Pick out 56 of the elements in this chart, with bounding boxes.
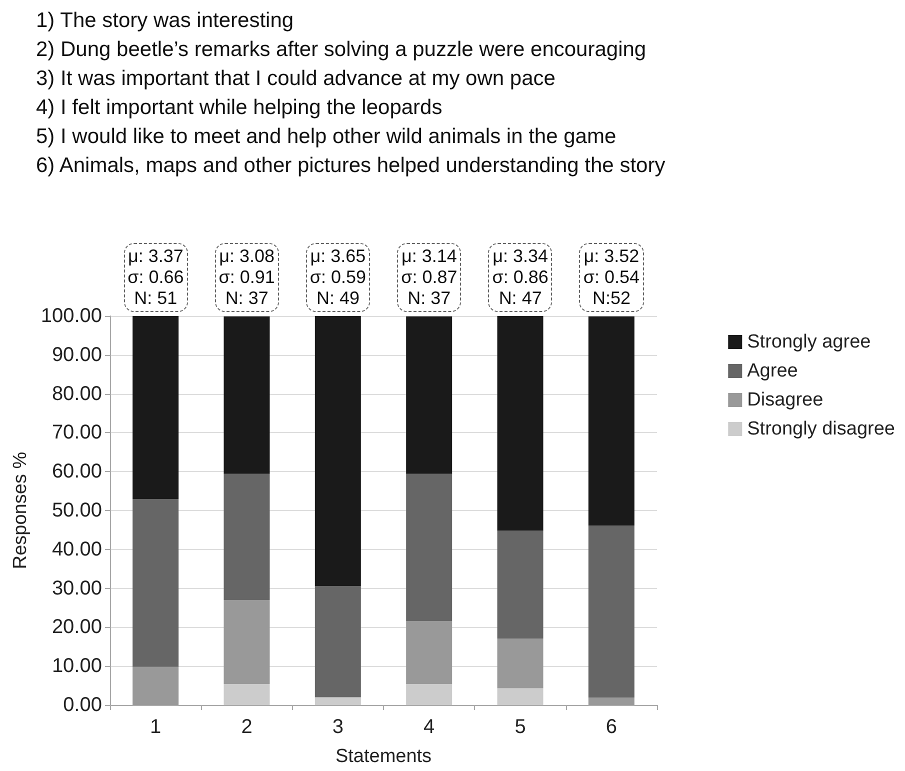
text: μ: 3.37 σ: 0.66 N: 51 xyxy=(124,243,188,312)
x-tick-label: 3 xyxy=(332,716,344,738)
text: μ: 3.65 σ: 0.59 N: 49 xyxy=(306,243,370,312)
text: μ: 3.34 σ: 0.86 N: 47 xyxy=(488,243,552,312)
bar xyxy=(406,620,452,684)
text: 3) It was important that I could advance at my own pace xyxy=(36,66,556,92)
bar xyxy=(314,697,361,705)
bar xyxy=(406,316,452,474)
bar xyxy=(314,586,361,698)
legend-label: Strongly disagree xyxy=(747,418,896,440)
y-tick-label: 100.00 xyxy=(40,305,102,327)
bar xyxy=(497,638,544,688)
y-tick-label: 90.00 xyxy=(52,344,102,366)
legend-label: Disagree xyxy=(747,390,824,410)
bar xyxy=(406,684,452,705)
text: μ: 3.14 σ: 0.87 N: 37 xyxy=(397,243,462,312)
bar xyxy=(224,474,270,600)
x-tick-label: 2 xyxy=(241,716,252,738)
y-axis-title: Responses % xyxy=(10,452,31,570)
y-tick-label: 50.00 xyxy=(52,500,102,522)
bar xyxy=(588,526,634,698)
bar xyxy=(132,499,179,667)
bar xyxy=(406,474,452,621)
bar xyxy=(224,316,270,474)
bar xyxy=(588,316,634,526)
legend-label: Agree xyxy=(747,360,798,382)
y-tick-label: 40.00 xyxy=(52,538,102,560)
x-tick-label: 5 xyxy=(514,716,526,738)
y-tick-label: 10.00 xyxy=(52,655,102,678)
bar xyxy=(588,698,634,705)
text: μ: 3.52 σ: 0.54 N:52 xyxy=(579,243,644,312)
y-tick-label: 20.00 xyxy=(52,616,102,638)
bar xyxy=(497,688,544,705)
y-tick-label: 60.00 xyxy=(52,460,102,483)
text: 6) Animals, maps and other pictures helped understanding the story xyxy=(36,153,666,179)
legend-label: Strongly agree xyxy=(747,332,871,352)
text: μ: 3.08 σ: 0.91 N: 37 xyxy=(214,243,279,312)
text: 1) The story was interesting xyxy=(36,8,295,34)
x-axis-title: Statements xyxy=(335,746,432,767)
x-tick-label: 4 xyxy=(424,716,435,738)
bar xyxy=(132,316,179,500)
y-tick-label: 70.00 xyxy=(52,422,102,444)
bar xyxy=(497,316,544,531)
text: 5) I would like to meet and help other wild animals in the game xyxy=(36,124,618,150)
y-tick-label: 80.00 xyxy=(52,382,102,405)
x-tick-label: 6 xyxy=(606,716,617,738)
bar xyxy=(497,530,544,638)
y-tick-label: 30.00 xyxy=(52,577,102,600)
text: 2) Dung beetle’s remarks after solving a puzzle were encouraging xyxy=(36,37,648,63)
bar xyxy=(224,684,270,705)
bar xyxy=(314,316,361,586)
x-tick-label: 1 xyxy=(150,716,162,738)
bar xyxy=(132,666,179,705)
y-tick-label: 0.00 xyxy=(63,694,102,716)
bar xyxy=(224,600,270,684)
text: 4) I felt important while helping the leopards xyxy=(36,95,444,121)
